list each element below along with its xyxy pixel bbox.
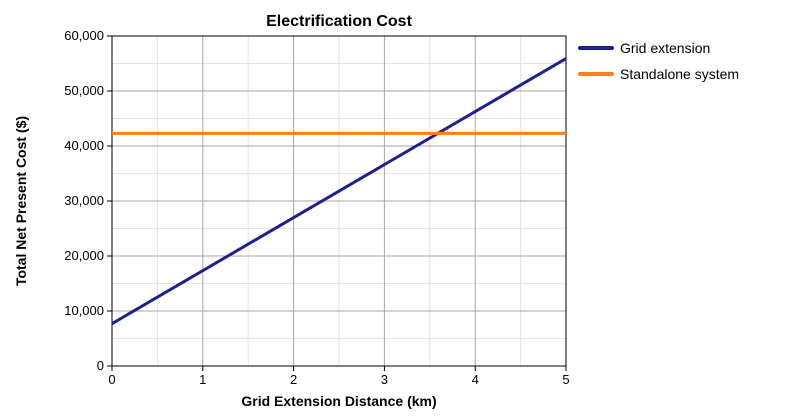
chart-title: Electrification Cost <box>266 13 412 30</box>
y-tick-label: 60,000 <box>64 28 104 43</box>
y-axis-title: Total Net Present Cost ($) <box>13 116 29 286</box>
legend: Grid extension Standalone system <box>578 40 739 82</box>
y-tick-label: 50,000 <box>64 83 104 98</box>
y-tick-label: 30,000 <box>64 193 104 208</box>
x-tick-label: 2 <box>290 372 297 387</box>
y-tick-label: 40,000 <box>64 138 104 153</box>
y-tick-label: 20,000 <box>64 248 104 263</box>
x-tick-label: 4 <box>472 372 479 387</box>
x-axis-title: Grid Extension Distance (km) <box>241 393 436 409</box>
grid <box>111 35 567 367</box>
y-tick-label: 10,000 <box>64 303 104 318</box>
legend-label: Standalone system <box>620 66 739 82</box>
axis-ticks: 0 1 2 3 4 5 0 10,000 20,000 30,000 40,000 50,000 60,… <box>64 28 569 387</box>
x-tick-label: 3 <box>381 372 388 387</box>
legend-label: Grid extension <box>620 40 710 56</box>
x-tick-label: 0 <box>108 372 115 387</box>
series-line <box>111 57 567 325</box>
y-tick-label: 0 <box>97 358 104 373</box>
x-tick-label: 5 <box>562 372 569 387</box>
x-tick-label: 1 <box>199 372 206 387</box>
series-lines <box>111 57 567 325</box>
